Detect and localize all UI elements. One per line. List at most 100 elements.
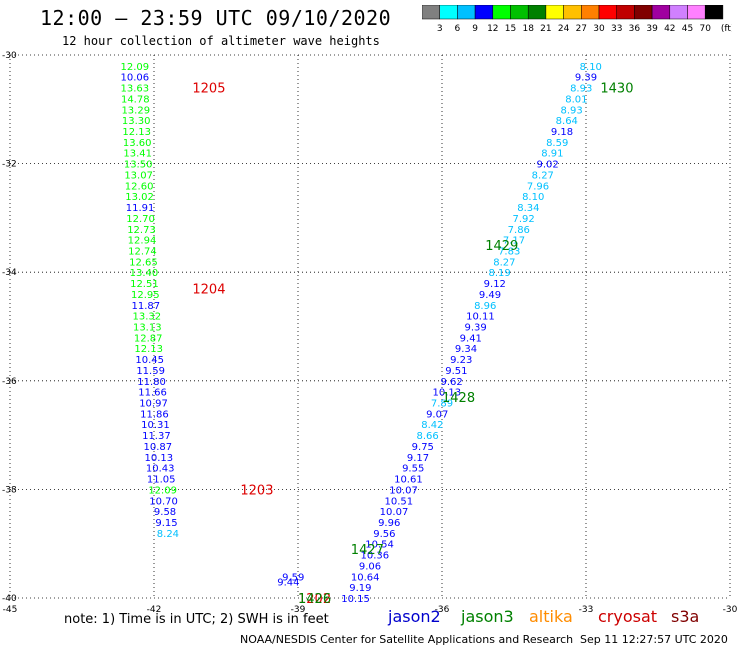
track-b-value: 10.64 [351, 572, 380, 583]
track-b-value: 10.11 [466, 312, 495, 323]
track-a-value: 12.94 [128, 236, 157, 247]
track-a-value: 10.70 [149, 496, 178, 507]
track-b-value: 10.13 [432, 388, 461, 399]
legend-cryosat: cryosat [598, 607, 658, 626]
colorbar-label: 9 [472, 24, 478, 34]
time-label: 1205 [192, 82, 225, 97]
credit-text: NOAA/NESDIS Center for Satellite Applica… [240, 633, 574, 646]
colorbar-label: 3 [437, 24, 443, 34]
track-b-value: 10.15 [341, 594, 370, 605]
track-a-value: 10.06 [120, 73, 149, 84]
track-a-value: 13.32 [132, 312, 161, 323]
track-a-value: 11.59 [136, 366, 165, 377]
x-tick-label: -42 [147, 605, 162, 615]
colorbar-label: 70 [699, 24, 711, 34]
track-a-value: 9.58 [154, 507, 176, 518]
track-b-tail-value: 9.59 [282, 572, 304, 583]
track-a-value: 14.78 [121, 94, 150, 105]
time-label: 1202 [298, 592, 331, 607]
track-b-value: 7.92 [512, 214, 534, 225]
track-b-value: 8.27 [532, 170, 554, 181]
track-b-value: 9.75 [412, 442, 434, 453]
track-b-value: 9.12 [484, 279, 506, 290]
legend-jason3: jason3 [461, 607, 514, 626]
legend-altika: altika [529, 607, 573, 626]
time-label: 1428 [442, 391, 475, 406]
colorbar-label: 33 [611, 24, 622, 34]
track-a-value: 13.02 [125, 192, 154, 203]
time-label: 1203 [240, 483, 273, 498]
track-a-value: 12.51 [130, 279, 159, 290]
track-a-value: 10.31 [141, 420, 170, 431]
x-tick-label: -45 [3, 605, 18, 615]
track-a-value: 11.05 [147, 475, 176, 486]
colorbar-label: 39 [646, 24, 658, 34]
y-tick-label: -32 [2, 160, 17, 170]
track-b-value: 8.64 [556, 116, 578, 127]
x-tick-label: -33 [579, 605, 594, 615]
track-a-value: 13.29 [121, 105, 150, 116]
track-b-value: 9.49 [479, 290, 501, 301]
track-a-value: 8.24 [157, 529, 179, 540]
track-b-value: 9.55 [402, 464, 424, 475]
colorbar-label: 15 [505, 24, 516, 34]
track-b-value: 9.34 [455, 344, 477, 355]
track-a-value: 13.41 [123, 149, 152, 160]
track-a-value: 11.80 [137, 377, 166, 388]
track-b-value: 10.07 [380, 507, 409, 518]
track-a-value: 13.30 [122, 116, 151, 127]
track-b-value: 8.01 [565, 94, 587, 105]
time-label: 1426 [298, 592, 331, 607]
colorbar-label: 45 [682, 24, 693, 34]
track-a-value: 10.97 [139, 399, 168, 410]
y-tick-label: -30 [2, 51, 17, 61]
colorbar-label: 6 [455, 24, 461, 34]
track-a-value: 10.13 [144, 453, 173, 464]
colorbar-label: 42 [664, 24, 675, 34]
track-b-value: 10.07 [389, 485, 418, 496]
track-b-value: 9.39 [464, 323, 486, 334]
track-b-value: 9.41 [460, 333, 482, 344]
track-a-value: 12.09 [148, 485, 177, 496]
track-a-value: 12.65 [129, 257, 158, 268]
track-a-value: 13.13 [133, 323, 162, 334]
generation-timestamp: Sep 11 12:27:57 UTC 2020 [580, 633, 728, 646]
colorbar-label: 30 [593, 24, 605, 34]
track-b-value: 9.96 [378, 518, 400, 529]
time-label: 1430 [600, 82, 633, 97]
track-a-value: 12.70 [126, 214, 155, 225]
track-a-value: 12.74 [128, 246, 157, 257]
track-b-value: 9.39 [575, 73, 597, 84]
track-a-value: 11.87 [132, 301, 161, 312]
track-b-value: 9.56 [373, 529, 395, 540]
track-b-value: 9.62 [440, 377, 462, 388]
track-b-value: 8.93 [570, 84, 592, 95]
track-a-value: 12.87 [134, 333, 163, 344]
footer-note: note: 1) Time is in UTC; 2) SWH is in fe… [64, 612, 329, 627]
track-a-value: 13.07 [124, 170, 153, 181]
track-a-value: 13.63 [120, 84, 149, 95]
time-label: 1427 [351, 543, 384, 558]
legend-jason2: jason2 [388, 607, 441, 626]
y-tick-label: -34 [2, 268, 17, 278]
track-b-value: 9.17 [407, 453, 429, 464]
time-label: 1204 [192, 282, 225, 297]
track-b-value: 10.51 [384, 496, 413, 507]
track-b-value: 7.83 [498, 246, 520, 257]
track-a-value: 13.60 [123, 138, 152, 149]
track-b-value: 9.07 [426, 409, 448, 420]
colorbar-label: 27 [576, 24, 587, 34]
track-b-value: 7.89 [431, 399, 453, 410]
colorbar-label: 36 [629, 24, 641, 34]
track-b-value: 8.91 [541, 149, 563, 160]
colorbar-label: 21 [540, 24, 551, 34]
y-tick-label: -38 [2, 485, 17, 495]
track-a-value: 11.66 [138, 388, 167, 399]
track-a-value: 12.95 [131, 290, 160, 301]
track-b-value: 8.93 [560, 105, 582, 116]
track-b-tail-value: 9.44 [277, 578, 299, 589]
colorbar-unit: (ft) [721, 24, 732, 34]
track-b-value: 9.06 [359, 561, 381, 572]
track-a-value: 13.50 [124, 160, 153, 171]
